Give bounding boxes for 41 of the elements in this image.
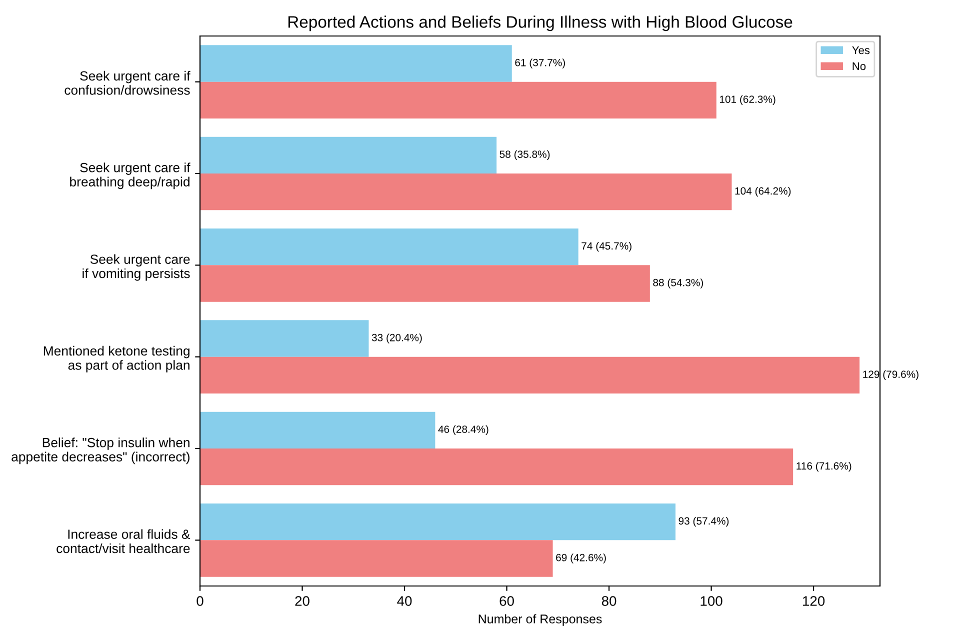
data-label: 93 (57.4%) bbox=[678, 516, 729, 527]
x-tick-label: 20 bbox=[295, 596, 310, 606]
y-tick-label: Belief: "Stop insulin when appetite decreases" (incorrect) bbox=[12, 438, 190, 464]
x-tick-label: 60 bbox=[500, 596, 514, 606]
y-tick-label: Seek urgent care if vomiting persists bbox=[82, 254, 190, 281]
data-label: 104 (64.2%) bbox=[735, 186, 791, 197]
data-label: 129 (79.6%) bbox=[863, 370, 918, 380]
bar bbox=[200, 45, 512, 82]
x-tick-label: 100 bbox=[700, 596, 722, 606]
bar bbox=[200, 504, 676, 540]
bar bbox=[200, 412, 436, 448]
bar bbox=[200, 320, 369, 357]
data-label: 46 (28.4%) bbox=[438, 425, 488, 436]
data-label: 33 (20.4%) bbox=[372, 334, 422, 344]
data-label: 74 (45.7%) bbox=[582, 242, 632, 252]
x-tick-label: 0 bbox=[196, 596, 204, 606]
data-label: 58 (35.8%) bbox=[500, 150, 550, 160]
data-label: 116 (71.6%) bbox=[796, 462, 852, 472]
data-label: 61 (37.7%) bbox=[515, 58, 565, 68]
x-tick-label: 80 bbox=[602, 596, 616, 606]
bar bbox=[200, 356, 860, 394]
y-tick-label: Seek urgent care if confusion/drowsiness bbox=[64, 70, 190, 95]
bar bbox=[200, 82, 716, 118]
data-label: 69 (42.6%) bbox=[556, 554, 606, 564]
y-tick-label: Mentioned ketone testing as part of action plan bbox=[44, 346, 190, 372]
x-axis-title: Number of Responses bbox=[478, 614, 602, 626]
bar bbox=[200, 540, 553, 577]
x-tick-label: 40 bbox=[397, 596, 412, 606]
bar bbox=[200, 228, 578, 266]
bar bbox=[200, 448, 794, 486]
x-tick-label: 120 bbox=[803, 596, 825, 606]
legend-label: Yes bbox=[852, 46, 870, 54]
legend-label: No bbox=[852, 62, 866, 70]
data-label: 101 (62.3%) bbox=[720, 95, 776, 106]
y-tick-label: Seek urgent care if breathing deep/rapid bbox=[70, 162, 190, 190]
chart-title: Reported Actions and Beliefs During Illness with High Blood Glucose bbox=[288, 16, 792, 32]
y-tick-label: Increase oral fluids & contact/visit healthcare bbox=[56, 529, 190, 554]
bar bbox=[200, 265, 650, 302]
data-label: 88 (54.3%) bbox=[653, 278, 704, 288]
bar bbox=[200, 136, 497, 174]
bar bbox=[200, 174, 732, 210]
